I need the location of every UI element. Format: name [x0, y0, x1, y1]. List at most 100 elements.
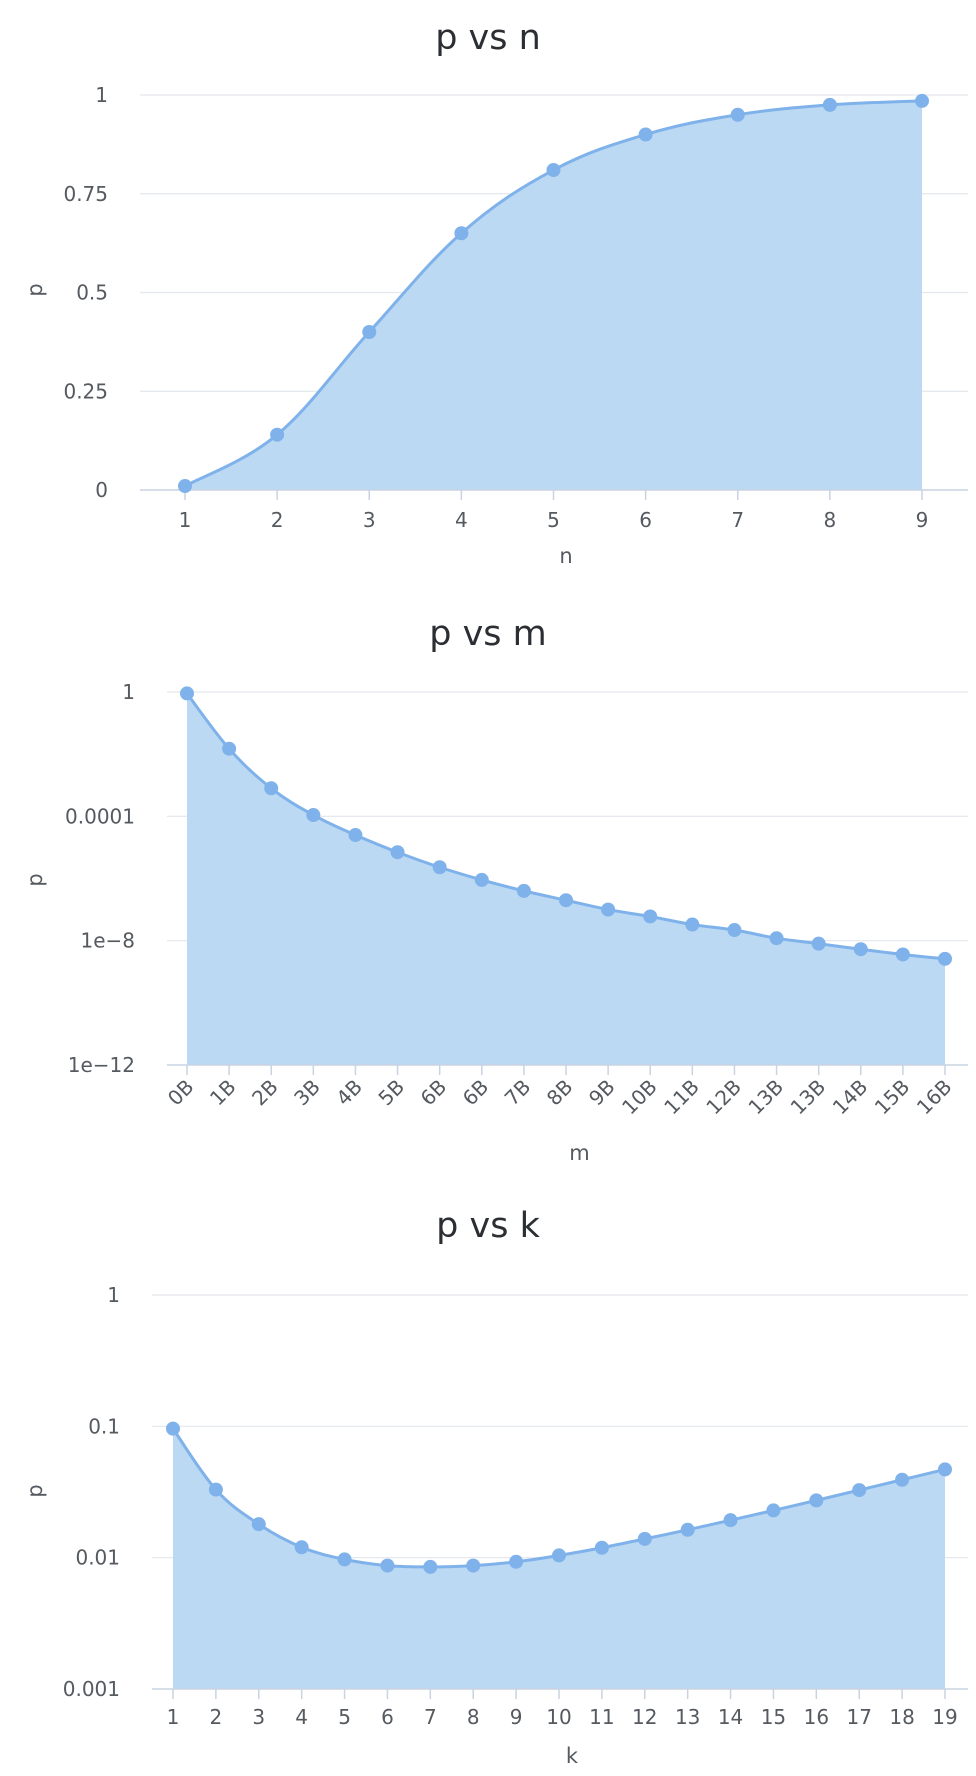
x-tick-label: 3 [252, 1705, 265, 1729]
data-point [938, 1462, 952, 1477]
data-point [915, 93, 929, 108]
data-point [251, 1517, 266, 1532]
data-point [552, 1548, 566, 1563]
data-point [222, 741, 237, 756]
data-point [822, 97, 837, 112]
x-tick-label: 1B [205, 1075, 241, 1111]
x-tick-label: 6 [381, 1705, 394, 1729]
y-tick-label: 0.25 [63, 379, 108, 403]
y-tick-label: 0.75 [63, 182, 108, 206]
y-tick-label: 1e−12 [68, 1053, 135, 1077]
x-tick-label: 1 [179, 508, 192, 532]
data-point [454, 226, 469, 241]
x-tick-label: 6 [639, 508, 652, 532]
chart-p-vs-n: p vs n 0 0.25 0.5 0.75 1 1 2 3 4 5 6 7 8 9 n p [23, 18, 968, 568]
x-tick-label: 13B [786, 1075, 831, 1120]
series-area [187, 693, 945, 1065]
x-tick-label: 8B [542, 1075, 578, 1111]
data-point [306, 808, 321, 823]
y-tick-label: 0.01 [75, 1546, 120, 1570]
x-tick-label: 14B [828, 1075, 873, 1120]
data-point [685, 917, 700, 932]
data-point [852, 1483, 867, 1498]
x-tick-label: 15B [870, 1075, 915, 1120]
data-point [432, 860, 447, 875]
data-point [362, 325, 377, 339]
data-point [208, 1482, 223, 1497]
y-axis-title: p [23, 1484, 47, 1497]
y-tick-label: 0.001 [63, 1677, 120, 1701]
x-tick-label: 7 [424, 1705, 437, 1729]
data-point [895, 947, 910, 962]
x-tick-label: 19 [932, 1705, 957, 1729]
data-point [270, 427, 285, 442]
data-point [509, 1554, 524, 1569]
data-point [594, 1540, 609, 1555]
x-tick-label: 12 [632, 1705, 657, 1729]
x-tick-label: 1 [167, 1705, 180, 1729]
data-point [474, 872, 489, 887]
y-tick-label: 0.0001 [65, 804, 135, 828]
data-point [853, 942, 868, 957]
series-line [184, 99, 923, 488]
x-tick-label: 14 [718, 1705, 743, 1729]
data-point [601, 902, 616, 917]
x-tick-label: 13B [743, 1075, 788, 1120]
y-axis-title: p [23, 283, 47, 296]
y-tick-label: 0 [95, 478, 108, 502]
x-tick-label: 11 [589, 1705, 614, 1729]
y-tick-label: 0.5 [76, 281, 108, 305]
x-axis-title: n [559, 544, 572, 568]
data-point [466, 1558, 481, 1573]
x-tick-label: 10 [546, 1705, 571, 1729]
x-tick-label: 16 [804, 1705, 829, 1729]
x-tick-label: 8 [467, 1705, 480, 1729]
data-point [938, 951, 952, 966]
y-axis-title: p [23, 873, 47, 886]
data-point [723, 1513, 738, 1528]
x-tick-label: 7 [731, 508, 744, 532]
y-tick-label: 1 [122, 680, 135, 704]
x-tick-label: 3 [363, 508, 376, 532]
x-tick-label: 6B [458, 1075, 494, 1111]
x-tick-label: 2 [271, 508, 284, 532]
data-point [559, 893, 573, 908]
x-tick-label: 4 [455, 508, 468, 532]
data-point [337, 1552, 352, 1567]
series-area [185, 100, 922, 491]
data-point [680, 1522, 695, 1537]
x-tick-label: 18 [889, 1705, 914, 1729]
x-tick-label: 9 [510, 1705, 523, 1729]
data-point [766, 1503, 781, 1518]
data-point [348, 828, 363, 843]
x-tick-label: 11B [659, 1075, 704, 1120]
x-tick-label: 12B [701, 1075, 746, 1120]
y-tick-label: 1 [107, 1283, 120, 1307]
x-tick-label: 5B [373, 1075, 409, 1111]
data-point [546, 163, 561, 178]
chart-title: p vs m [429, 614, 547, 654]
data-point [423, 1559, 438, 1574]
x-tick-label: 4B [331, 1075, 367, 1111]
x-tick-label: 2B [247, 1075, 283, 1111]
data-point [727, 923, 742, 938]
x-tick-label: 17 [846, 1705, 871, 1729]
data-point [643, 909, 658, 924]
x-tick-label: 16B [912, 1075, 957, 1120]
y-tick-label: 0.1 [88, 1414, 120, 1438]
data-point [809, 1493, 824, 1508]
x-tick-label: 9 [916, 508, 929, 532]
data-point [380, 1558, 395, 1573]
chart-title: p vs k [436, 1206, 540, 1246]
data-point [390, 845, 405, 860]
x-tick-label: 8 [824, 508, 837, 532]
x-tick-label: 3B [289, 1075, 325, 1111]
data-point [637, 1531, 652, 1546]
data-point [178, 479, 192, 494]
x-axis-title: m [569, 1141, 589, 1165]
data-point [638, 127, 653, 142]
x-axis-title: k [566, 1744, 579, 1768]
